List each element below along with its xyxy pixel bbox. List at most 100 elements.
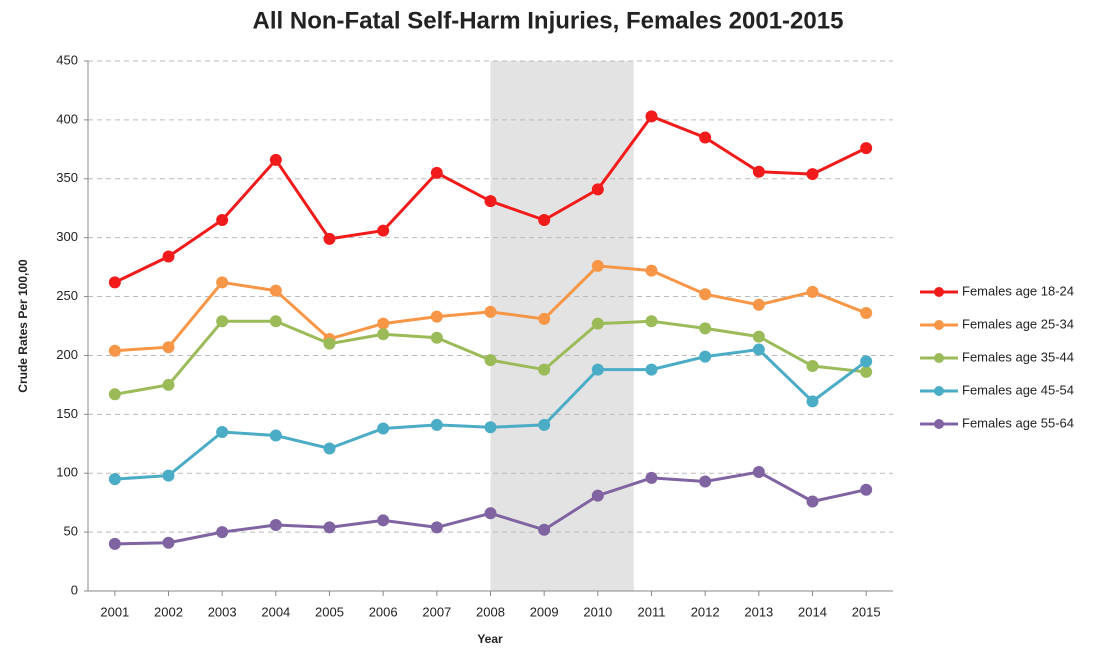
x-tick-label: 2011 bbox=[638, 604, 666, 619]
data-point bbox=[645, 110, 658, 123]
x-tick-label: 2010 bbox=[583, 604, 612, 619]
data-point bbox=[162, 536, 175, 549]
data-point bbox=[430, 521, 443, 534]
y-tick-label: 150 bbox=[56, 406, 78, 421]
data-point bbox=[377, 514, 390, 527]
data-point bbox=[752, 466, 765, 479]
data-point bbox=[216, 315, 229, 328]
y-tick-label: 450 bbox=[56, 52, 78, 67]
data-point bbox=[216, 426, 229, 438]
data-point bbox=[645, 363, 658, 376]
data-point bbox=[269, 284, 282, 297]
legend-label: Females age 45-54 bbox=[962, 382, 1074, 397]
data-point bbox=[162, 469, 175, 482]
data-point bbox=[806, 395, 819, 408]
data-point bbox=[806, 168, 819, 181]
data-point bbox=[269, 315, 282, 328]
data-point bbox=[699, 131, 712, 144]
data-point bbox=[860, 483, 873, 496]
legend-label: Females age 55-64 bbox=[962, 415, 1074, 430]
x-tick-label: 2005 bbox=[315, 604, 344, 619]
data-point bbox=[645, 471, 658, 484]
data-point bbox=[108, 388, 121, 401]
data-point bbox=[538, 418, 551, 431]
data-point bbox=[108, 276, 121, 289]
data-point bbox=[108, 473, 121, 486]
legend-label: Females age 25-34 bbox=[962, 316, 1074, 331]
data-point bbox=[323, 521, 336, 534]
data-point bbox=[269, 429, 282, 442]
data-point bbox=[591, 363, 604, 376]
data-point bbox=[269, 519, 282, 532]
highlight-band bbox=[490, 61, 634, 591]
data-point bbox=[484, 305, 497, 318]
data-point bbox=[645, 315, 658, 328]
data-point bbox=[752, 298, 765, 311]
data-point bbox=[162, 378, 175, 391]
x-tick-label: 2001 bbox=[100, 604, 129, 619]
data-point bbox=[699, 322, 712, 335]
data-point bbox=[860, 355, 873, 368]
legend-marker bbox=[934, 419, 944, 429]
y-tick-label: 400 bbox=[56, 111, 78, 126]
x-tick-label: 2013 bbox=[744, 604, 773, 619]
legend-marker bbox=[934, 353, 944, 363]
data-point bbox=[216, 526, 229, 539]
x-tick-label: 2008 bbox=[476, 604, 505, 619]
data-point bbox=[860, 142, 873, 155]
data-point bbox=[752, 330, 765, 343]
x-tick-label: 2007 bbox=[422, 604, 451, 619]
data-point bbox=[484, 354, 497, 367]
legend-marker bbox=[934, 320, 944, 330]
data-point bbox=[806, 495, 819, 508]
data-point bbox=[538, 363, 551, 376]
chart-title: All Non-Fatal Self-Harm Injuries, Female… bbox=[253, 7, 844, 34]
data-point bbox=[645, 264, 658, 277]
data-point bbox=[108, 344, 121, 357]
data-point bbox=[591, 183, 604, 196]
data-point bbox=[591, 489, 604, 502]
legend-label: Females age 35-44 bbox=[962, 349, 1074, 364]
data-point bbox=[484, 507, 497, 520]
y-tick-label: 100 bbox=[56, 465, 78, 480]
data-point bbox=[699, 350, 712, 363]
data-point bbox=[430, 310, 443, 323]
x-tick-label: 2014 bbox=[798, 604, 827, 619]
y-tick-label: 350 bbox=[56, 170, 78, 185]
x-tick-label: 2015 bbox=[852, 604, 881, 619]
data-point bbox=[484, 421, 497, 434]
data-point bbox=[806, 360, 819, 373]
data-point bbox=[860, 365, 873, 378]
y-tick-label: 200 bbox=[56, 347, 78, 362]
legend-marker bbox=[934, 287, 944, 297]
data-point bbox=[752, 165, 765, 178]
data-point bbox=[538, 523, 551, 536]
data-point bbox=[216, 214, 229, 226]
x-axis-label: Year bbox=[477, 632, 503, 646]
data-point bbox=[591, 317, 604, 330]
y-tick-label: 250 bbox=[56, 288, 78, 303]
data-point bbox=[323, 232, 336, 245]
x-tick-label: 2012 bbox=[691, 604, 720, 619]
data-point bbox=[108, 537, 121, 550]
x-tick-label: 2009 bbox=[530, 604, 559, 619]
data-point bbox=[323, 337, 336, 350]
legend-label: Females age 18-24 bbox=[962, 283, 1074, 298]
data-point bbox=[162, 250, 175, 263]
data-point bbox=[806, 285, 819, 298]
data-point bbox=[752, 343, 765, 356]
data-point bbox=[162, 341, 175, 354]
y-axis-label: Crude Rates Per 100,00 bbox=[16, 259, 30, 393]
data-point bbox=[699, 288, 712, 301]
data-point bbox=[860, 307, 873, 320]
data-point bbox=[538, 312, 551, 325]
data-point bbox=[430, 166, 443, 179]
y-tick-label: 0 bbox=[71, 582, 78, 597]
data-point bbox=[377, 422, 390, 435]
data-point bbox=[377, 224, 390, 237]
data-point bbox=[430, 331, 443, 344]
data-point bbox=[591, 259, 604, 272]
x-tick-label: 2006 bbox=[369, 604, 398, 619]
data-point bbox=[269, 153, 282, 166]
